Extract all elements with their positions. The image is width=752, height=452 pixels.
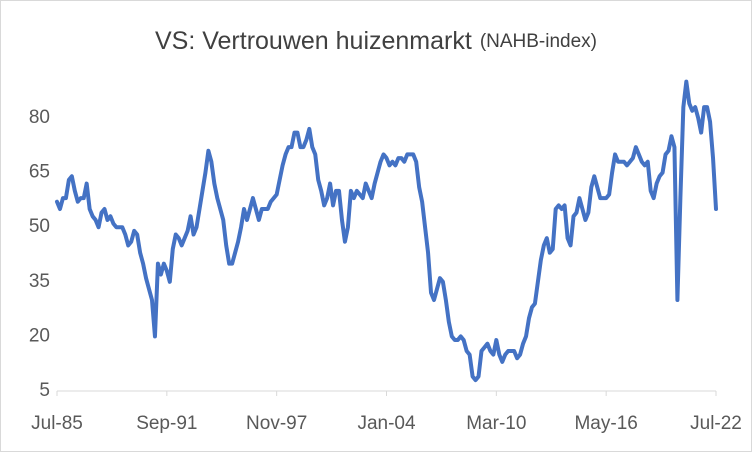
x-tick-label: Nov-97 [246, 413, 307, 434]
chart-subtitle: (NAHB-index) [480, 31, 597, 52]
y-tick-label: 5 [39, 380, 50, 401]
data-line [55, 79, 718, 383]
chart-title: VS: Vertrouwen huizenmarkt [155, 27, 472, 55]
y-tick-label: 65 [29, 162, 50, 183]
y-tick-label: 35 [29, 271, 50, 292]
y-tick-label: 50 [29, 216, 50, 237]
x-tick-label: Sep-91 [136, 413, 197, 434]
x-tick-label: Mar-10 [466, 413, 526, 434]
x-tick-label: May-16 [574, 413, 637, 434]
x-tick-label: Jul-22 [690, 413, 742, 434]
x-tick-label: Jan-04 [357, 413, 416, 434]
y-tick-label: 20 [29, 325, 50, 346]
chart-heading: VS: Vertrouwen huizenmarkt (NAHB-index) [155, 27, 597, 55]
y-tick-label: 80 [29, 107, 50, 128]
x-tick-label: Jul-85 [31, 413, 83, 434]
